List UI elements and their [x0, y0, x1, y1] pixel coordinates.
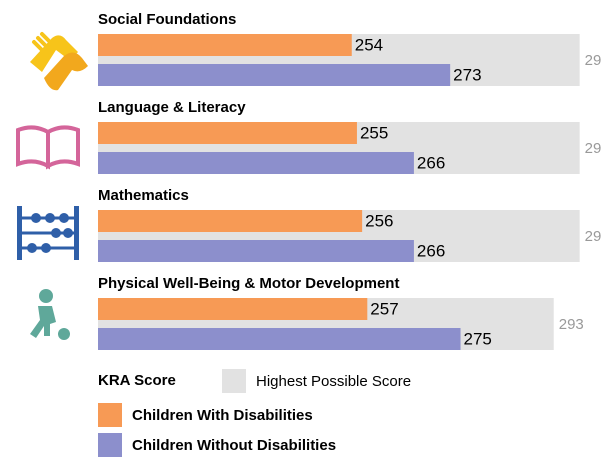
category-label: Social Foundations — [98, 11, 236, 28]
legend-label: Highest Possible Score — [256, 373, 411, 390]
bar — [98, 328, 461, 350]
bar — [98, 152, 414, 174]
hands-icon — [30, 32, 88, 91]
value-label: 266 — [417, 153, 445, 172]
category-label: Physical Well-Being & Motor Development — [98, 275, 399, 292]
legend-label: Children Without Disabilities — [132, 437, 336, 454]
category-label: Mathematics — [98, 187, 189, 204]
value-label: 254 — [355, 35, 383, 54]
bar — [98, 240, 414, 262]
category-label: Language & Literacy — [98, 99, 246, 116]
max-label: 298 — [585, 228, 601, 245]
max-label: 293 — [559, 316, 584, 333]
bar — [98, 64, 451, 86]
value-label: 257 — [370, 299, 398, 318]
legend-label: Children With Disabilities — [132, 407, 313, 424]
legend-swatch — [222, 369, 246, 393]
player-icon — [30, 289, 70, 340]
abacus-icon — [17, 206, 79, 260]
book-icon — [16, 125, 80, 170]
bar — [98, 34, 352, 56]
value-label: 256 — [365, 211, 393, 230]
value-label: 266 — [417, 241, 445, 260]
value-label: 255 — [360, 123, 388, 142]
bar — [98, 122, 357, 144]
bar — [98, 210, 363, 232]
legend-title: KRA Score — [98, 372, 176, 389]
value-label: 273 — [453, 65, 481, 84]
legend-swatch — [98, 403, 122, 427]
max-label: 298 — [585, 140, 601, 157]
bar — [98, 298, 368, 320]
value-label: 275 — [464, 329, 492, 348]
legend-swatch — [98, 433, 122, 457]
max-label: 298 — [585, 52, 601, 69]
